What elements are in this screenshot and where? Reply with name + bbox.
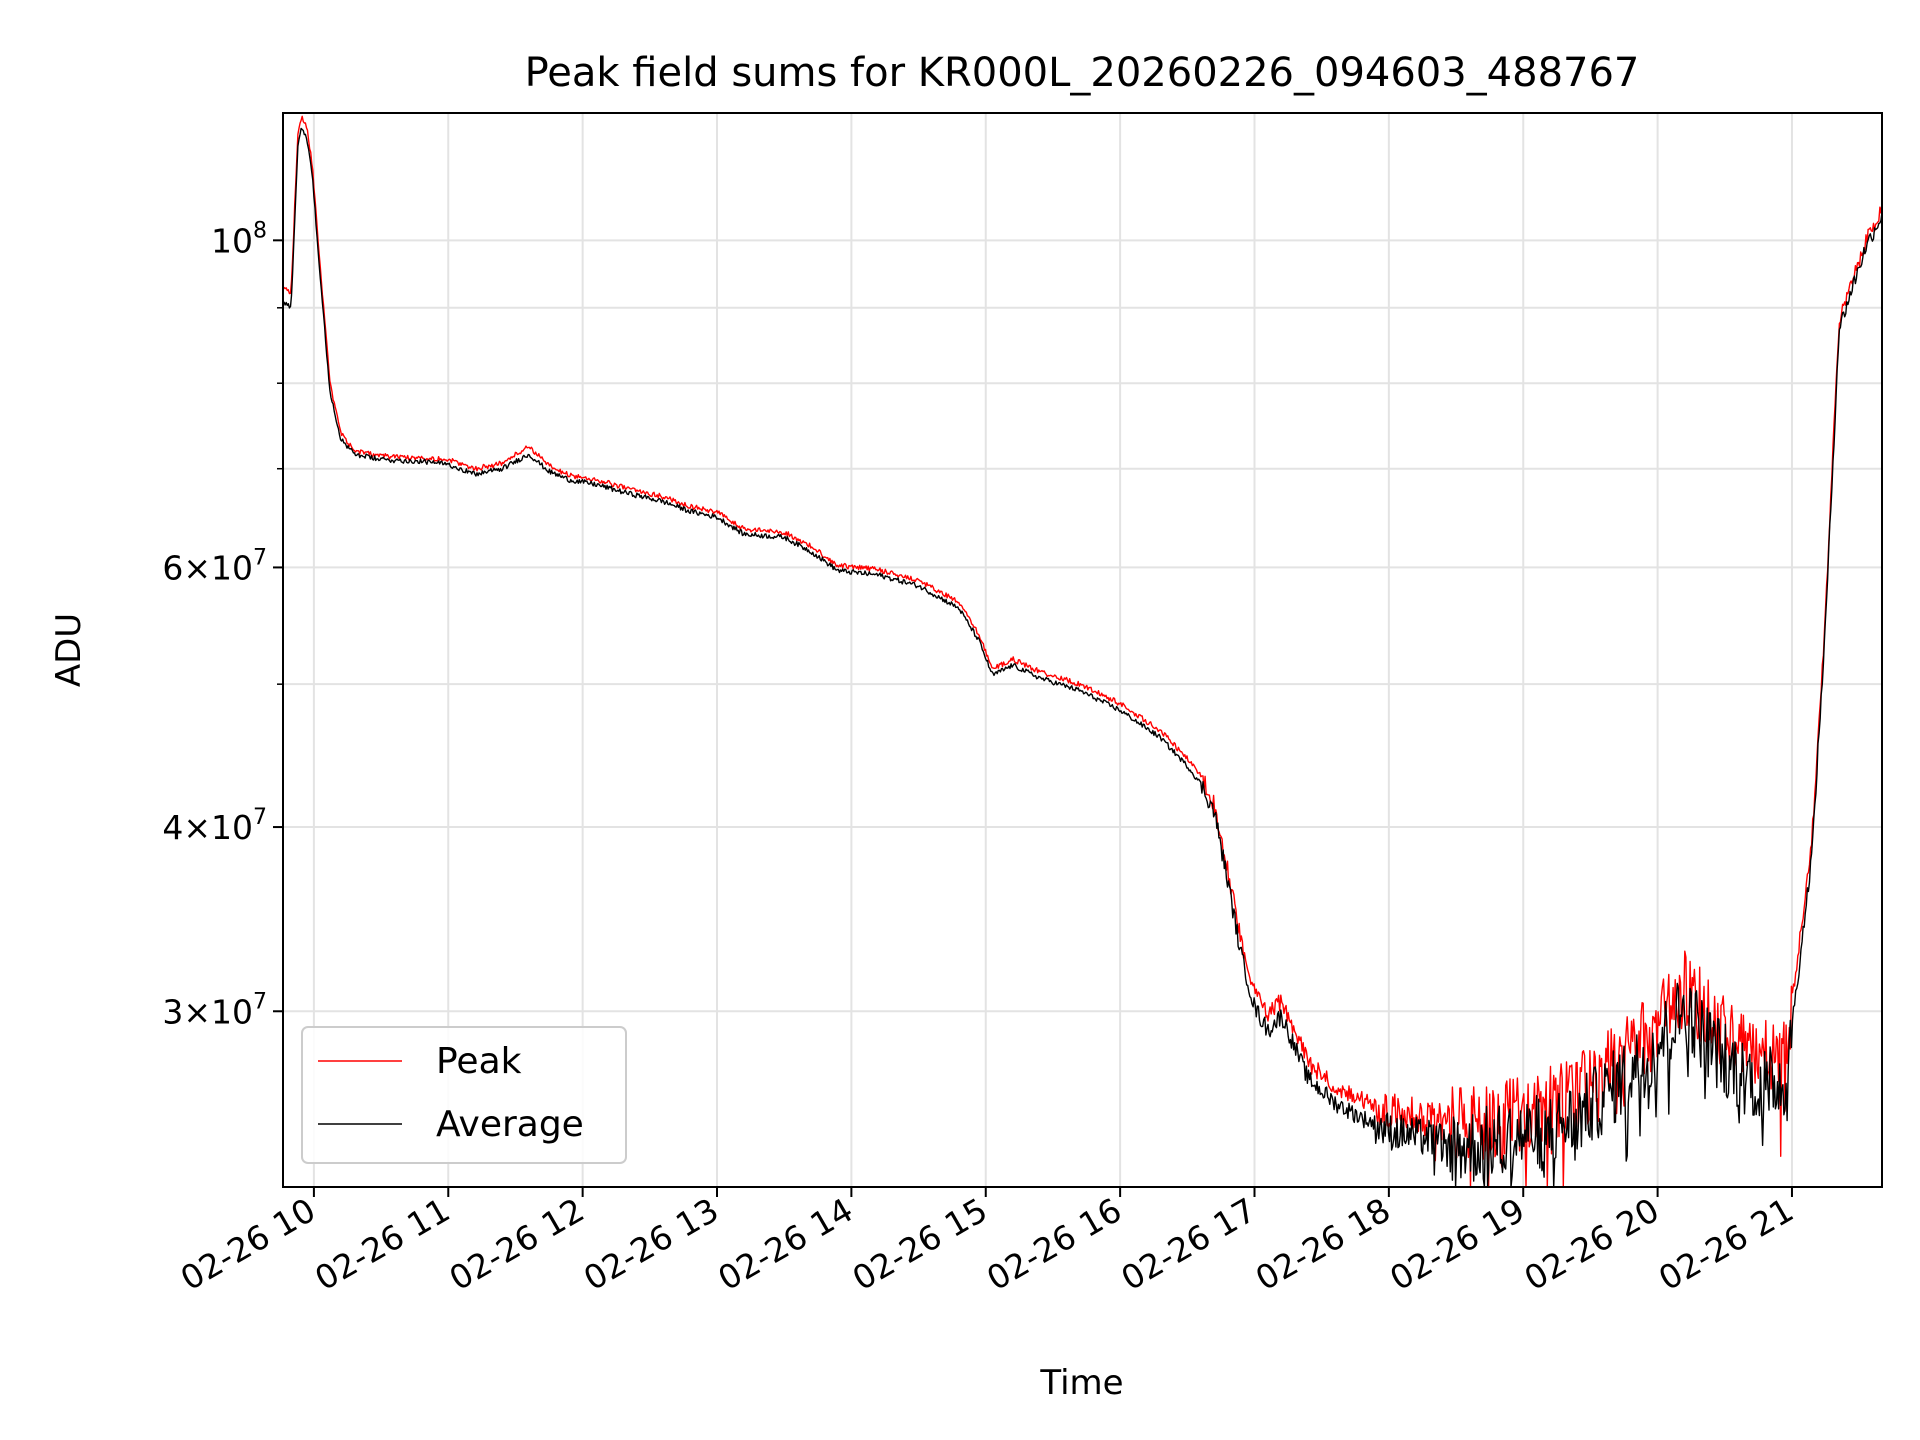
y-tick-label: 4×107 [162, 805, 267, 847]
axes-frame [282, 112, 1883, 1188]
legend-label-peak: Peak [436, 1041, 522, 1082]
y-axis-label: ADU [49, 613, 89, 687]
x-axis-label: Time [1039, 1363, 1123, 1403]
y-tick-exponent: 7 [253, 805, 267, 830]
y-tick-label: 3×107 [162, 989, 267, 1031]
y-tick-exponent: 8 [253, 218, 267, 243]
plot-area [283, 113, 1882, 1187]
legend-label-average: Average [436, 1104, 584, 1145]
y-tick-exponent: 7 [253, 545, 267, 570]
grid [283, 113, 1882, 1187]
legend: Peak Average [301, 1026, 627, 1164]
chart-title: Peak field sums for KR000L_20260226_0946… [525, 50, 1640, 96]
y-tick-label: 6×107 [162, 545, 267, 587]
average-series-line [282, 127, 1883, 1188]
series-layer [282, 115, 1883, 1188]
y-tick-exponent: 7 [253, 989, 267, 1014]
